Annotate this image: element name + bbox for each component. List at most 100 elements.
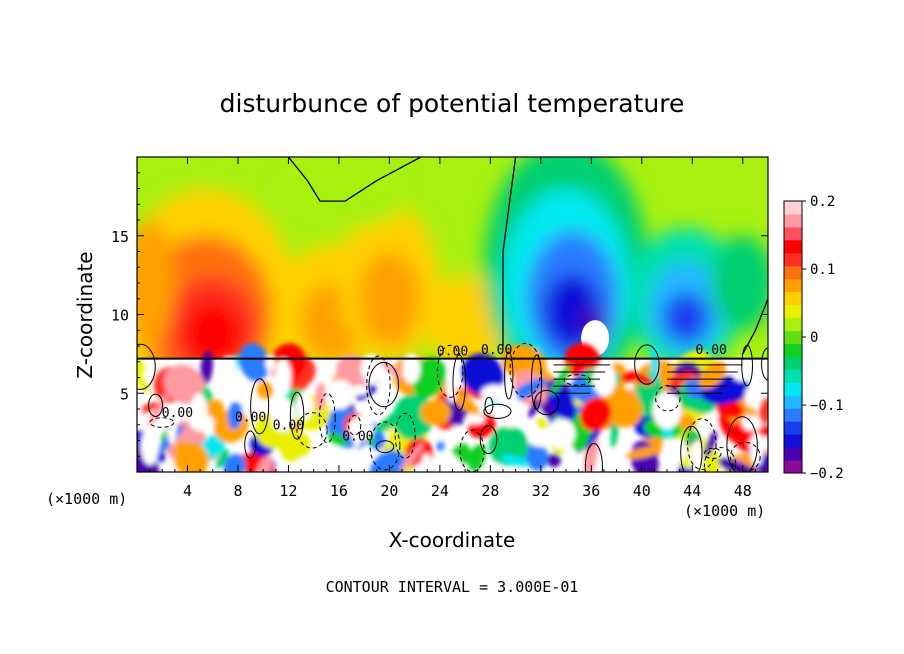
turbulence-gap <box>274 358 292 396</box>
turbulence-gap <box>442 455 462 472</box>
contour-loop <box>296 412 328 449</box>
contour-label: 0.00 <box>342 430 373 445</box>
x-tick-label: 4 <box>183 482 192 500</box>
contour-loop <box>437 344 464 398</box>
contour-label: 0.00 <box>696 343 727 358</box>
contour-loop <box>483 403 512 419</box>
turbulence-gap <box>480 385 508 401</box>
contour-loop <box>479 425 498 455</box>
colorbar-swatch <box>784 265 802 280</box>
field-blob <box>663 292 709 343</box>
x-tick-label: 32 <box>532 482 550 500</box>
x-tick-label: 8 <box>233 482 242 500</box>
turbulence-gap <box>140 427 159 466</box>
turbulence-blob <box>508 378 547 403</box>
colorbar-swatch <box>784 343 802 357</box>
turbulence-gap <box>498 394 522 428</box>
contour-loop <box>726 416 758 472</box>
contour-loop <box>584 442 603 472</box>
colorbar-tick-label: −0.2 <box>810 466 844 482</box>
zero-contour-right <box>502 157 517 346</box>
colorbar-swatch <box>784 408 802 422</box>
colorbar-swatch <box>784 369 802 383</box>
turbulence-gap <box>652 391 682 429</box>
turbulence-gap <box>229 376 245 401</box>
contour-loop <box>289 391 305 440</box>
field-blob <box>263 157 415 230</box>
plot-area: 0.00 0.00 0.00 0.00 0.00 0.00 0.00 <box>136 156 769 473</box>
turbulence-blob <box>147 391 169 428</box>
field-blob <box>427 275 503 370</box>
turbulence-blob <box>255 455 273 472</box>
x-axis-label: X-coordinate <box>389 528 516 552</box>
turbulence-gap <box>464 414 485 425</box>
turbulence-gap <box>421 453 431 468</box>
turbulence-blob <box>547 453 561 468</box>
turbulence-gap <box>360 354 383 384</box>
turbulence-gap <box>690 441 704 472</box>
x-tick-label: 20 <box>380 482 398 500</box>
colorbar-swatch <box>784 213 802 228</box>
contour-loop <box>348 414 362 436</box>
field-blob <box>359 251 420 346</box>
turbulence-blob <box>163 365 206 404</box>
colorbar: 0.2 0.1 0 −0.1 −0.2 <box>783 194 844 482</box>
field-blob <box>711 235 768 331</box>
colorbar-tick-label: −0.1 <box>810 398 844 414</box>
turbulence-blob <box>759 397 768 424</box>
turbulence-blob <box>536 417 549 430</box>
field-blob <box>137 220 175 346</box>
turbulence-gap <box>189 413 215 432</box>
turbulence-gap <box>360 397 387 422</box>
turbulence-gap <box>744 384 763 409</box>
colorbar-swatch <box>784 395 802 409</box>
turbulence-blob <box>717 458 757 472</box>
turbulence-blob <box>685 379 702 400</box>
turbulence-blob <box>436 441 445 451</box>
turbulence-blob <box>374 407 409 433</box>
turbulence-gap <box>450 425 462 447</box>
colorbar-swatch <box>784 356 802 370</box>
contour-loop <box>530 354 543 410</box>
contour-loop <box>655 385 681 412</box>
contour-label: 0.00 <box>481 343 512 358</box>
turbulence-blob <box>579 397 612 432</box>
turbulence-blob <box>523 440 549 471</box>
contour-loop <box>318 392 336 444</box>
turbulence-gap <box>167 409 177 445</box>
contour-loop <box>368 361 400 408</box>
turbulence-blob <box>216 448 229 469</box>
turbulence-gap <box>592 362 616 397</box>
colorbar-swatch <box>784 447 802 461</box>
contour-loop <box>729 441 761 472</box>
contour-interval-note: CONTOUR INTERVAL = 3.000E-01 <box>326 578 579 596</box>
contour-loop <box>250 378 270 435</box>
turbulence-gap <box>402 353 421 384</box>
colorbar-tick-label: 0.2 <box>810 194 835 210</box>
x-tick-label: 48 <box>734 482 752 500</box>
colorbar-swatch <box>784 317 802 332</box>
chart-title: disturbunce of potential temperature <box>220 89 685 118</box>
colorbar-swatch <box>784 278 802 293</box>
y-tick-label: 10 <box>111 307 129 325</box>
y-axis-label: Z-coordinate <box>73 251 97 378</box>
turbulence-blob <box>376 358 406 380</box>
turbulence-blob <box>698 361 727 389</box>
turbulence-blob <box>467 444 486 472</box>
turbulence-gap <box>137 401 142 425</box>
turbulence-gap <box>662 438 688 463</box>
turbulence-gap <box>219 355 237 383</box>
colorbar-swatch <box>784 304 802 319</box>
x-tick-label: 12 <box>279 482 297 500</box>
colorbar-tick-label: 0 <box>810 330 818 346</box>
colorbar-swatch <box>784 460 802 474</box>
contour-label: 0.00 <box>273 418 304 433</box>
contour-loop <box>534 389 560 416</box>
colorbar-swatch <box>784 226 802 241</box>
colorbar-swatch <box>784 421 802 435</box>
turbulence-blob <box>603 388 643 428</box>
contour-loop <box>366 355 391 416</box>
turbulence-gap <box>350 385 369 396</box>
contour-loop <box>686 418 717 471</box>
turbulence-blob <box>661 425 674 439</box>
